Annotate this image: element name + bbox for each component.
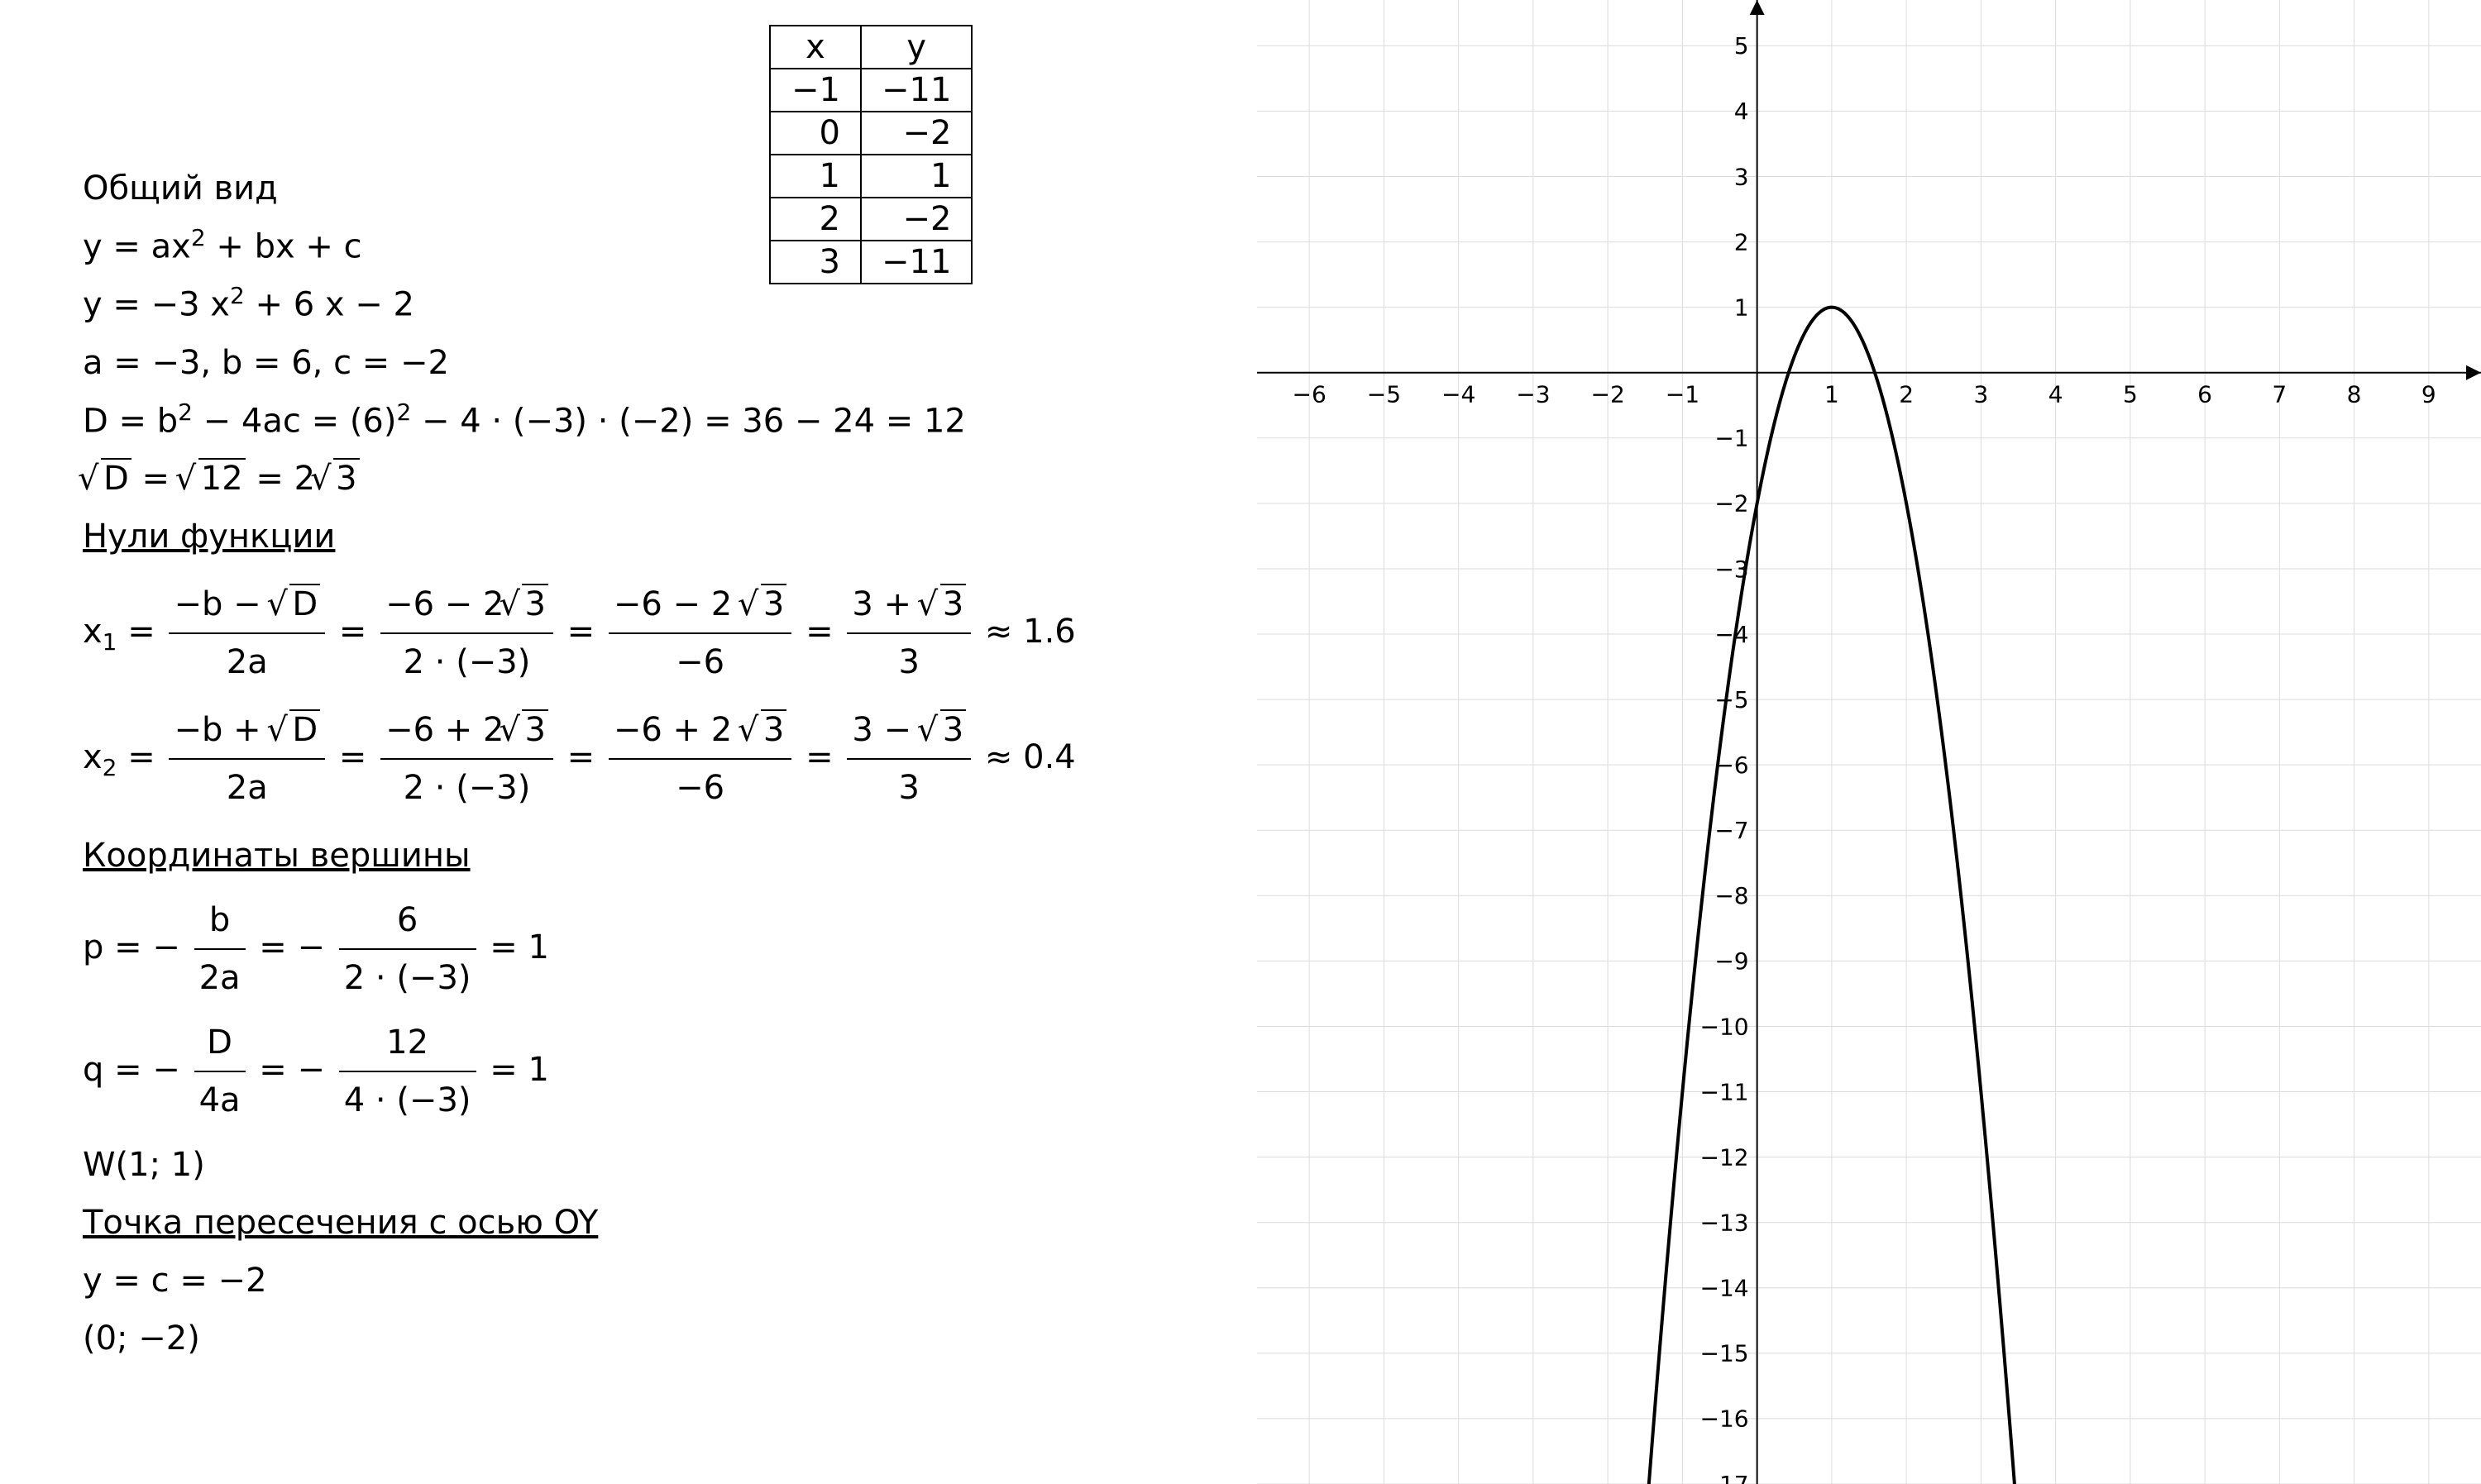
svg-text:−13: −13 bbox=[1700, 1210, 1749, 1237]
table-cell: −1 bbox=[770, 69, 861, 112]
table-header: y bbox=[861, 26, 972, 69]
svg-text:7: 7 bbox=[2272, 381, 2287, 408]
eq-p: p = − b2a = − 62 · (−3) = 1 bbox=[83, 894, 1240, 1004]
svg-text:−16: −16 bbox=[1700, 1405, 1749, 1433]
svg-text:−15: −15 bbox=[1700, 1340, 1749, 1367]
table-header: x bbox=[770, 26, 861, 69]
svg-text:4: 4 bbox=[2048, 381, 2063, 408]
svg-text:4: 4 bbox=[1734, 98, 1749, 125]
heading-vertex: Координаты вершины bbox=[83, 829, 1240, 882]
table-cell: 0 bbox=[770, 112, 861, 155]
svg-text:−4: −4 bbox=[1714, 621, 1748, 648]
svg-text:−17: −17 bbox=[1700, 1471, 1749, 1484]
svg-text:3: 3 bbox=[1734, 163, 1749, 190]
svg-text:−9: −9 bbox=[1714, 947, 1748, 975]
table-cell: −2 bbox=[861, 112, 972, 155]
svg-text:−6: −6 bbox=[1293, 381, 1327, 408]
value-table: xy −1−110−2112−23−11 bbox=[769, 25, 973, 284]
svg-text:−3: −3 bbox=[1516, 381, 1550, 408]
svg-text:−4: −4 bbox=[1441, 381, 1475, 408]
svg-text:2: 2 bbox=[1734, 228, 1749, 255]
eq-x1: x1 = −b − D2a = −6 − 232 · (−3) = −6 − 2… bbox=[83, 578, 1240, 689]
svg-text:1: 1 bbox=[1824, 381, 1839, 408]
vertex-point: W(1; 1) bbox=[83, 1138, 1240, 1191]
svg-text:−8: −8 bbox=[1714, 882, 1748, 909]
solution-text: Общий вид y = ax2 + bx + c y = −3 x2 + 6… bbox=[83, 157, 1240, 1370]
table-row: 11 bbox=[770, 155, 972, 198]
svg-text:−5: −5 bbox=[1714, 686, 1748, 713]
table-row: 0−2 bbox=[770, 112, 972, 155]
svg-text:−11: −11 bbox=[1700, 1078, 1749, 1105]
svg-text:9: 9 bbox=[2421, 381, 2436, 408]
svg-text:−10: −10 bbox=[1700, 1013, 1749, 1040]
svg-text:3: 3 bbox=[1973, 381, 1988, 408]
svg-text:−5: −5 bbox=[1367, 381, 1401, 408]
svg-text:−1: −1 bbox=[1666, 381, 1699, 408]
svg-text:−2: −2 bbox=[1591, 381, 1625, 408]
heading-oy: Точка пересечения с осью OY bbox=[83, 1196, 1240, 1249]
svg-text:−12: −12 bbox=[1700, 1143, 1749, 1171]
table-cell: 1 bbox=[770, 155, 861, 198]
svg-text:−1: −1 bbox=[1714, 425, 1748, 452]
table-cell: 1 bbox=[861, 155, 972, 198]
eq-oy: y = c = −2 bbox=[83, 1254, 1240, 1307]
table-cell: −11 bbox=[861, 69, 972, 112]
eq-x2: x2 = −b + D2a = −6 + 232 · (−3) = −6 + 2… bbox=[83, 704, 1240, 814]
table-cell: 2 bbox=[770, 198, 861, 241]
svg-text:−14: −14 bbox=[1700, 1275, 1749, 1302]
eq-q: q = − D4a = − 124 · (−3) = 1 bbox=[83, 1016, 1240, 1127]
oy-point: (0; −2) bbox=[83, 1312, 1240, 1365]
table-row: −1−11 bbox=[770, 69, 972, 112]
eq-discriminant: D = b2 − 4ac = (6)2 − 4 · (−3) · (−2) = … bbox=[83, 394, 1240, 447]
table-cell: −2 bbox=[861, 198, 972, 241]
svg-text:5: 5 bbox=[2123, 381, 2138, 408]
eq-concrete: y = −3 x2 + 6 x − 2 bbox=[83, 278, 1240, 331]
table-row: 3−11 bbox=[770, 241, 972, 284]
svg-text:5: 5 bbox=[1734, 32, 1749, 60]
heading-general: Общий вид bbox=[83, 162, 1240, 215]
eq-general: y = ax2 + bx + c bbox=[83, 220, 1240, 273]
heading-zeros: Нули функции bbox=[83, 510, 1240, 563]
parabola-chart: −6−5−4−3−2−1123456789−17−16−15−14−13−12−… bbox=[1257, 0, 2481, 1484]
table-row: 2−2 bbox=[770, 198, 972, 241]
svg-text:−2: −2 bbox=[1714, 490, 1748, 518]
svg-text:1: 1 bbox=[1734, 293, 1749, 321]
svg-text:6: 6 bbox=[2197, 381, 2212, 408]
svg-text:8: 8 bbox=[2347, 381, 2362, 408]
eq-sqrtD: D = 12 = 23 bbox=[83, 452, 1240, 505]
svg-text:2: 2 bbox=[1899, 381, 1914, 408]
svg-text:−7: −7 bbox=[1714, 817, 1748, 844]
table-cell: 3 bbox=[770, 241, 861, 284]
eq-coeffs: a = −3, b = 6, c = −2 bbox=[83, 336, 1240, 389]
table-cell: −11 bbox=[861, 241, 972, 284]
